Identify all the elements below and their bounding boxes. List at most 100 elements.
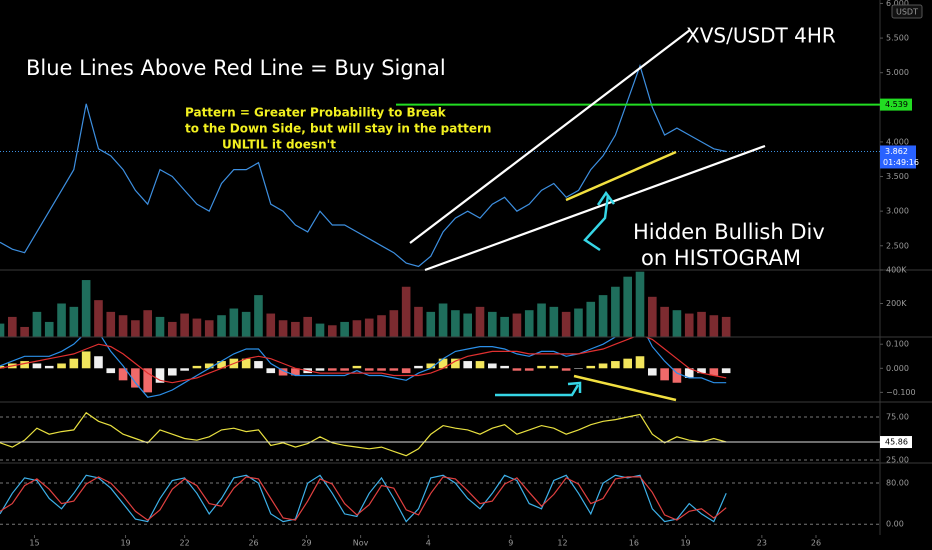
histogram-bar [266,368,276,374]
arrow-head [567,381,582,393]
histogram-bar [635,356,645,369]
divergence-line [573,374,677,402]
x-tick-label: 19 [680,539,690,548]
x-tick-label: 12 [557,539,567,548]
bar [697,311,706,337]
bar [204,320,214,337]
bar [254,295,263,337]
y-tick-label: 200K [886,299,907,308]
bar [684,313,694,337]
histogram-bar [537,365,546,369]
bar [709,315,719,337]
histogram-bar [168,368,177,376]
bar [611,286,620,337]
histogram-bar [451,358,460,369]
histogram-bar [118,368,128,381]
x-tick-label: 9 [508,539,513,548]
histogram-bar [697,368,706,374]
histogram-bar [241,358,251,369]
bar [241,311,251,337]
x-tick-label: Nov [353,539,369,548]
histogram-bar [131,368,140,388]
bar [32,311,42,337]
bar [549,306,559,337]
histogram-bar [81,351,91,369]
x-tick-label: 22 [180,539,190,548]
y-tick-label: 6.000 [886,0,909,8]
histogram-bar [500,365,509,369]
bar [229,308,239,337]
y-tick-label: 25.00 [886,455,909,464]
bar [143,310,152,337]
histogram-bar [463,361,472,369]
histogram-bar [574,368,583,369]
arrow-head [596,190,616,206]
price-tag-label: 4.539 [885,100,908,109]
histogram-bar [155,368,165,383]
line [0,411,727,457]
histogram-bar [0,365,5,369]
bar [475,306,485,337]
countdown: 01:49:16 [883,158,919,167]
histogram-bar [94,356,103,369]
x-tick-label: 4 [426,539,431,548]
bar [352,320,362,337]
y-tick-label: 2.500 [886,241,909,250]
bar [438,303,448,337]
histogram-bar [328,368,337,371]
bar [500,316,509,337]
histogram-bar [69,358,79,369]
x-tick-label: 19 [120,539,130,548]
histogram-bar [20,361,29,369]
y-tick-label: −0.100 [886,388,916,397]
bar [81,280,91,337]
histogram-bar [684,368,694,378]
histogram-bar [401,368,411,374]
bar [155,316,165,337]
bar [451,310,460,337]
y-tick-label: 0.00 [886,520,904,529]
line [0,474,727,523]
histogram-bar [340,368,349,371]
bar [389,310,399,337]
bar [328,325,337,337]
bar [561,311,571,337]
annotation: Hidden Bullish Div [633,220,825,244]
histogram-bar [475,361,485,369]
histogram-bar [623,358,632,369]
bar [57,303,66,337]
arrow [583,194,610,252]
x-tick-label: 15 [29,539,39,548]
histogram-bar [291,368,300,376]
histogram-bar [106,368,116,374]
bar [278,320,288,337]
y-tick-label: 3.500 [886,172,909,181]
histogram-bar [512,368,522,371]
bar [8,316,17,337]
panel [0,271,731,337]
histogram-bar [352,365,362,369]
divergence-line [565,150,677,202]
bar [598,295,608,337]
histogram-bar [721,368,731,374]
bar [660,306,669,337]
unit-box [891,4,923,19]
histogram-bar [438,358,448,369]
bar [648,296,657,337]
trend-line [424,144,766,272]
x-tick-label: 16 [629,539,639,548]
histogram-bar [426,363,436,369]
line [0,63,727,268]
histogram-bar [561,368,571,371]
histogram-bar [660,368,669,381]
bar [537,303,546,337]
histogram-bar [611,361,620,369]
value-tag [880,436,912,449]
x-tick-label: 29 [301,539,311,548]
bar [574,308,583,337]
y-tick-label: 0.000 [886,364,909,373]
